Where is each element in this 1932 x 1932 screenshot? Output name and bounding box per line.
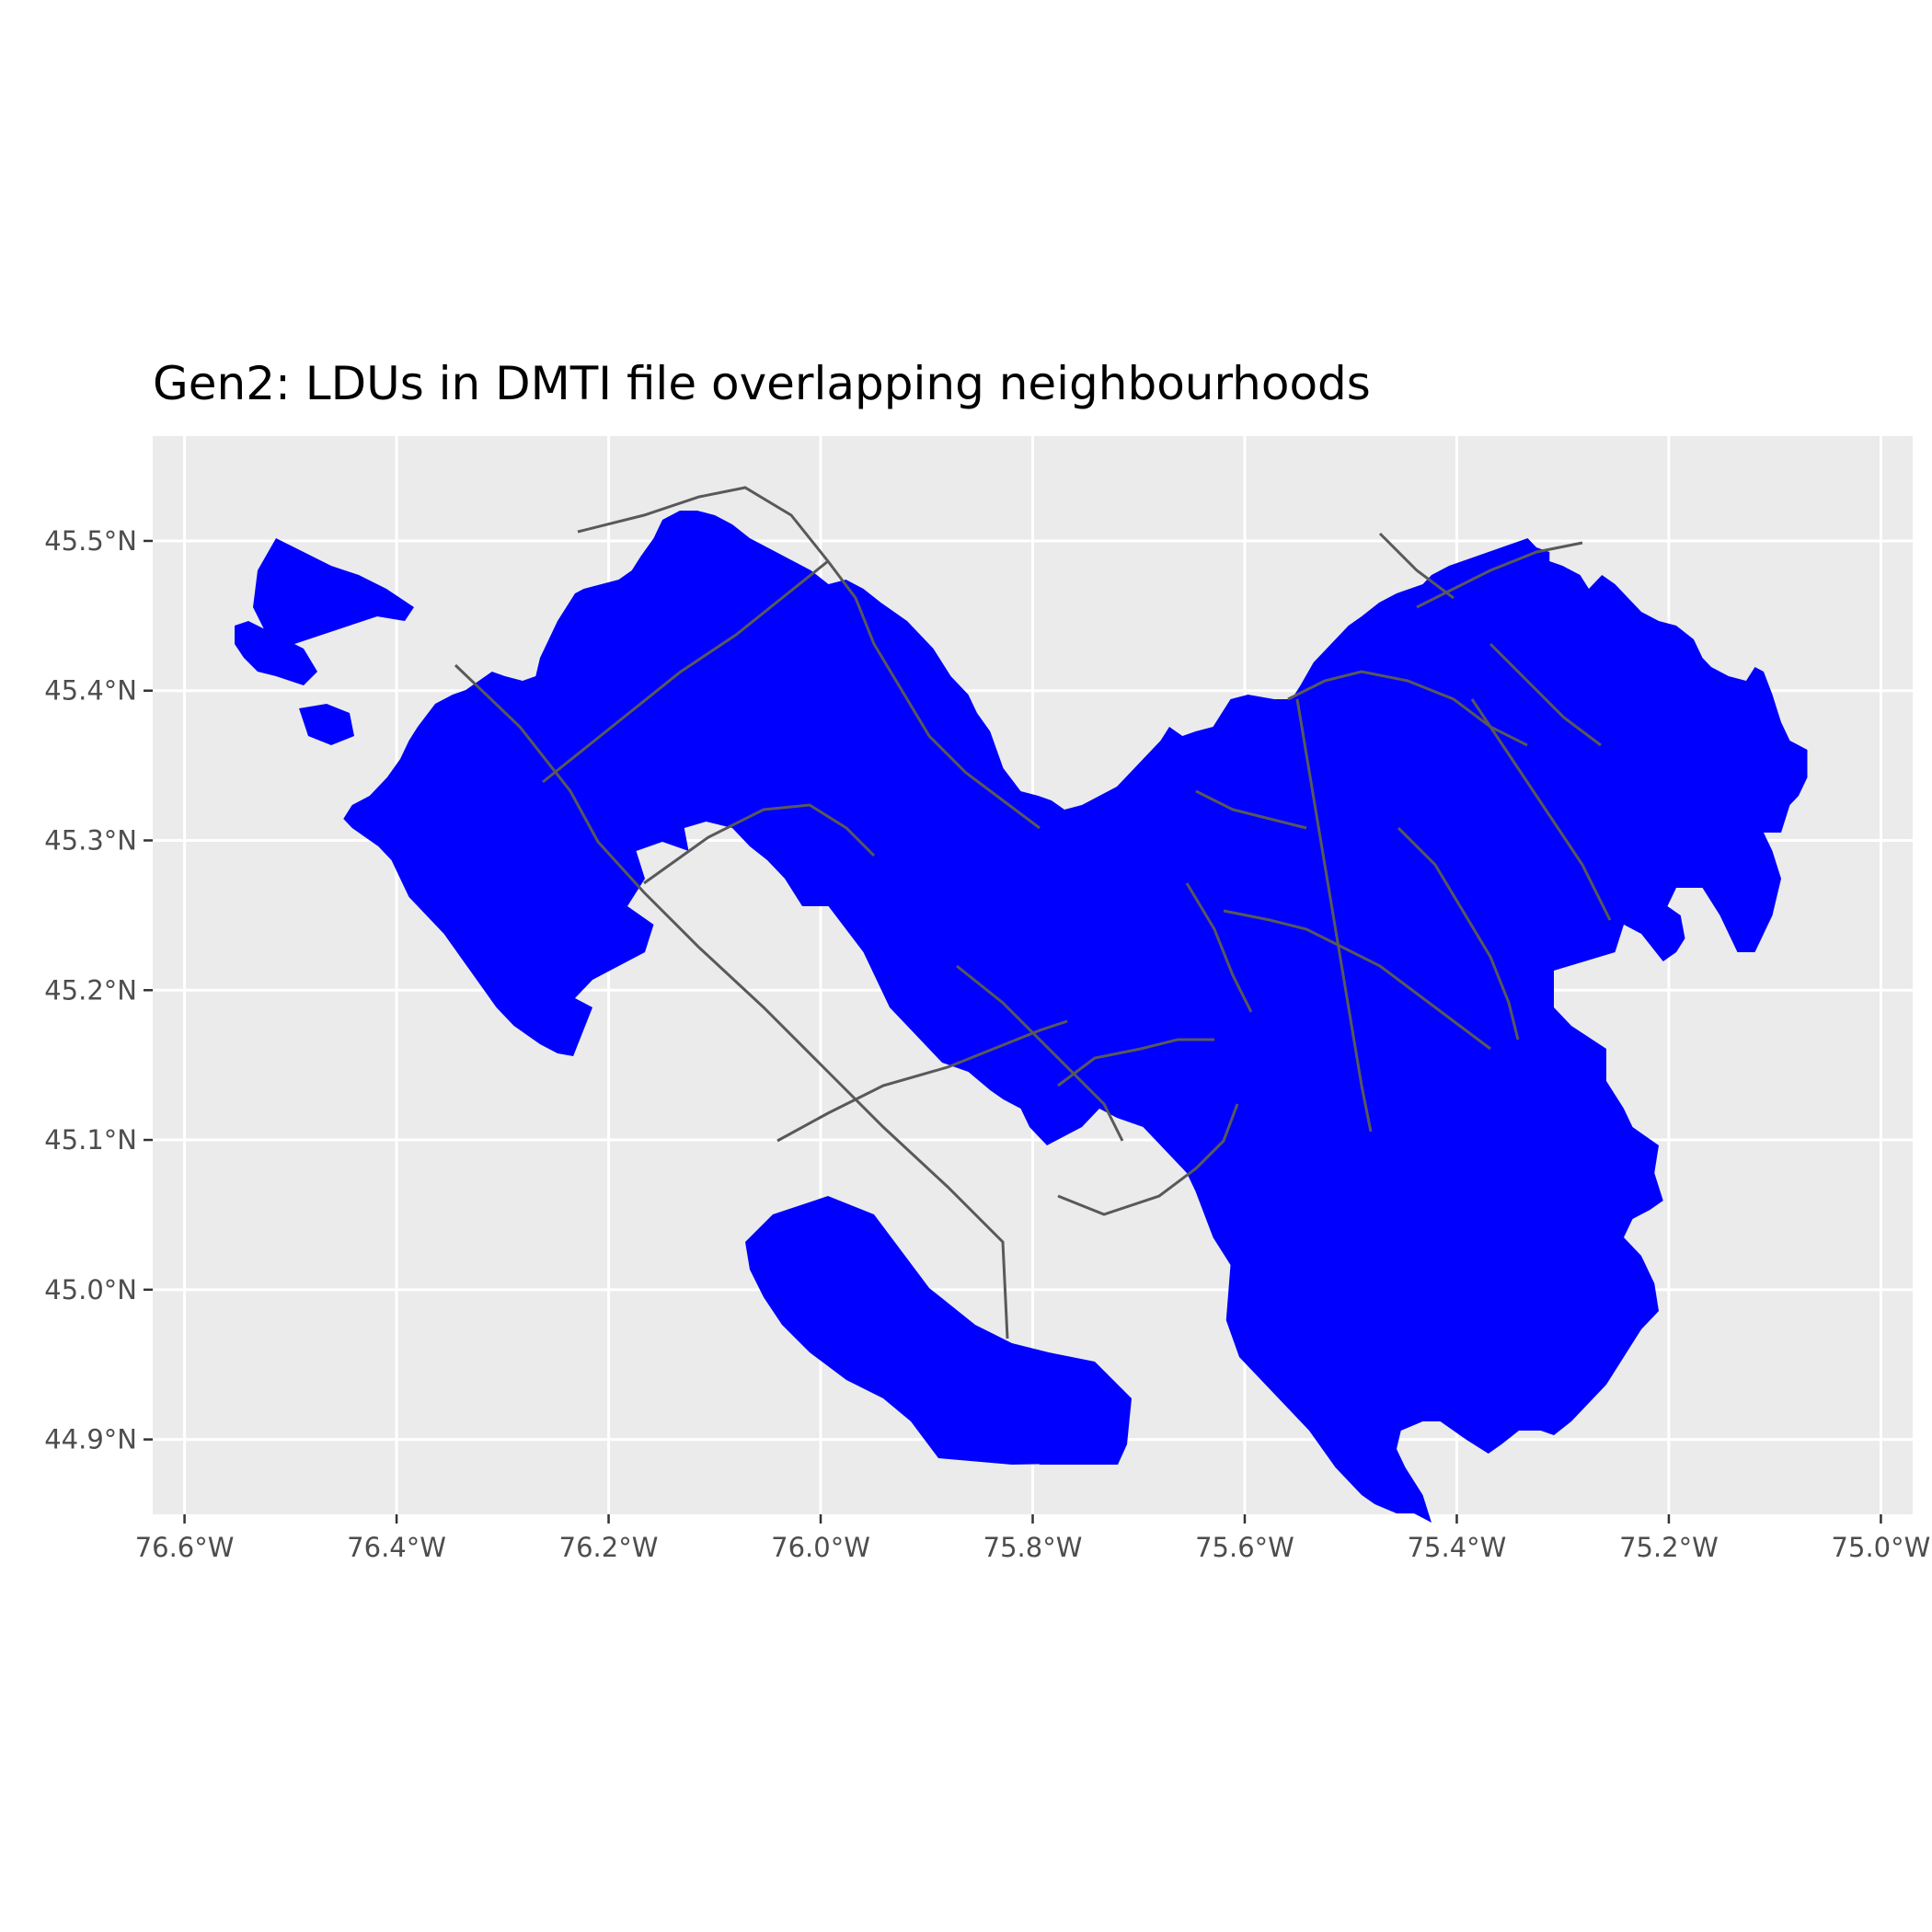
x-tick-label: 76.4°W	[347, 1532, 446, 1563]
y-tick-label: 45.4°N	[44, 675, 137, 707]
y-tick-label: 45.0°N	[44, 1274, 137, 1305]
neighbourhood-boundary	[1185, 882, 1253, 1013]
neighbourhood-boundary	[577, 486, 1041, 830]
neighbourhood-boundary	[542, 559, 829, 784]
x-tick-label: 76.2°W	[559, 1532, 659, 1563]
neighbourhood-boundary	[1057, 1038, 1214, 1087]
x-tick-label: 75.4°W	[1408, 1532, 1507, 1563]
y-tick-label: 45.3°N	[44, 825, 137, 857]
neighbourhood-boundary	[1470, 698, 1612, 921]
neighbourhood-boundary	[1295, 698, 1373, 1133]
ldu-region-fragment	[235, 621, 317, 685]
axis-layer: 76.6°W 76.4°W 76.2°W 76.0°W 75.8°W 75.6°W 75.4…	[44, 525, 1930, 1563]
x-tick-label: 76.0°W	[771, 1532, 870, 1563]
neighbourhood-boundary	[1195, 789, 1307, 830]
neighbourhood-boundary	[956, 964, 1124, 1142]
region-layer	[235, 511, 1808, 1523]
neighbourhood-boundaries	[454, 486, 1612, 1340]
neighbourhood-boundary	[776, 1019, 1068, 1143]
neighbourhood-boundary	[1057, 1103, 1239, 1216]
x-tick-label: 75.2°W	[1619, 1532, 1719, 1563]
neighbourhood-boundary	[454, 663, 1009, 1340]
y-tick-label: 45.5°N	[44, 525, 137, 557]
neighbourhood-boundary	[1416, 541, 1583, 609]
x-tick-label: 76.6°W	[135, 1532, 235, 1563]
x-tick-label: 75.0°W	[1832, 1532, 1931, 1563]
y-tick-label: 45.2°N	[44, 974, 137, 1006]
y-tick-label: 44.9°N	[44, 1424, 137, 1455]
neighbourhood-boundary	[1223, 909, 1491, 1051]
ldu-region-fragment	[253, 538, 414, 644]
neighbourhood-boundary	[1397, 826, 1520, 1041]
ldu-region-main	[343, 511, 1808, 1523]
neighbourhood-boundary	[643, 803, 876, 885]
ldu-region-fragment	[299, 704, 354, 745]
y-tick-label: 45.1°N	[44, 1124, 137, 1156]
x-tick-label: 75.8°W	[983, 1532, 1083, 1563]
neighbourhood-boundary	[1378, 532, 1455, 600]
x-tick-label: 75.6°W	[1195, 1532, 1294, 1563]
plot-title: Gen2: LDUs in DMTI file overlapping neig…	[153, 357, 1371, 410]
neighbourhood-boundary	[1489, 642, 1602, 747]
ldu-region-fragment	[1012, 1343, 1132, 1465]
